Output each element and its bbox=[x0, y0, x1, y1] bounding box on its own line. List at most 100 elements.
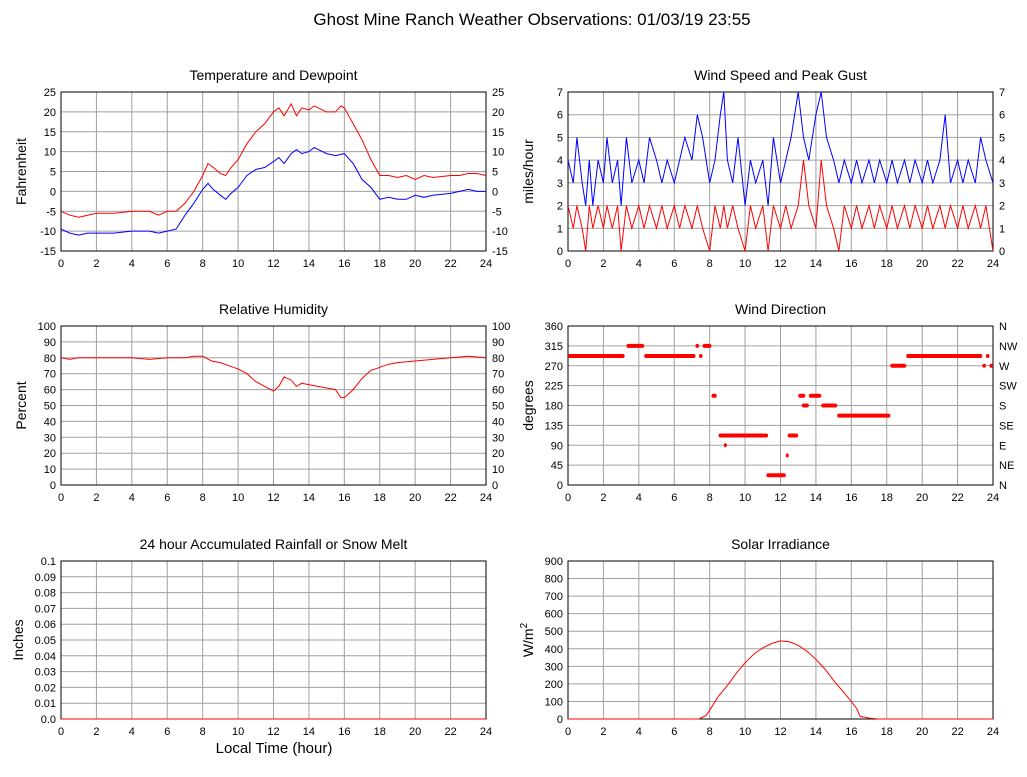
x-tick-label: 16 bbox=[338, 726, 350, 738]
x-tick-label: 20 bbox=[916, 726, 928, 738]
direction-point-run bbox=[890, 363, 907, 368]
y-tick-label: 10 bbox=[44, 464, 56, 476]
y-tick-label-right: 100 bbox=[492, 321, 510, 333]
y-tick-label-right: 15 bbox=[492, 127, 504, 139]
y-tick-label: 300 bbox=[545, 661, 563, 673]
x-tick-label: 2 bbox=[600, 492, 606, 504]
y-axis-label: W/m2 bbox=[519, 622, 536, 657]
chart-title: Relative Humidity bbox=[219, 301, 328, 317]
x-tick-label: 4 bbox=[636, 726, 642, 738]
x-tick-label: 20 bbox=[409, 492, 421, 504]
y-tick-label: 0.06 bbox=[35, 619, 56, 631]
direction-point-run bbox=[906, 354, 983, 359]
x-tick-label: 0 bbox=[58, 726, 64, 738]
x-tick-label: 0 bbox=[565, 258, 571, 270]
chart-title: Temperature and Dewpoint bbox=[189, 67, 357, 83]
y-tick-label-right: 4 bbox=[999, 155, 1005, 167]
direction-point-run bbox=[821, 403, 838, 408]
y-tick-label-right: 1 bbox=[999, 223, 1005, 235]
direction-point-run bbox=[798, 393, 806, 398]
x-tick-label: 18 bbox=[374, 492, 386, 504]
x-tick-label: 14 bbox=[303, 726, 315, 738]
plot-frame bbox=[567, 560, 994, 720]
x-tick-label: 24 bbox=[987, 726, 999, 738]
series-line-red bbox=[568, 640, 993, 720]
y-tick-label-right: E bbox=[999, 440, 1006, 452]
x-tick-label: 4 bbox=[636, 258, 642, 270]
x-tick-label: 22 bbox=[444, 492, 456, 504]
x-tick-label: 6 bbox=[164, 492, 170, 504]
y-tick-label: 180 bbox=[545, 401, 563, 413]
x-tick-label: 0 bbox=[58, 258, 64, 270]
x-tick-label: 8 bbox=[200, 492, 206, 504]
y-tick-label-right: -5 bbox=[492, 206, 502, 218]
x-tick-label: 10 bbox=[232, 726, 244, 738]
page-title: Ghost Mine Ranch Weather Observations: 0… bbox=[313, 10, 750, 29]
x-tick-label: 12 bbox=[774, 492, 786, 504]
x-tick-label: 18 bbox=[881, 492, 893, 504]
y-tick-label: -15 bbox=[40, 246, 56, 258]
y-tick-label-right: 10 bbox=[492, 147, 504, 159]
y-tick-label: 0.0 bbox=[41, 714, 56, 726]
direction-point-run bbox=[787, 433, 799, 438]
y-tick-label-right: 60 bbox=[492, 385, 504, 397]
y-tick-label: 5 bbox=[50, 167, 56, 179]
direction-point-run bbox=[711, 393, 717, 398]
y-tick-label-right: NW bbox=[999, 341, 1018, 353]
y-tick-label: 0 bbox=[557, 246, 563, 258]
direction-point-run bbox=[985, 354, 990, 359]
x-tick-label: 2 bbox=[93, 726, 99, 738]
x-tick-label: 2 bbox=[600, 258, 606, 270]
y-tick-label: 7 bbox=[557, 87, 563, 99]
x-tick-label: 6 bbox=[671, 492, 677, 504]
y-tick-label-right: 20 bbox=[492, 107, 504, 119]
y-tick-label: 0.08 bbox=[35, 588, 56, 600]
direction-point-run bbox=[699, 354, 703, 359]
x-tick-label: 8 bbox=[707, 726, 713, 738]
x-tick-label: 14 bbox=[303, 258, 315, 270]
direction-point-run bbox=[785, 453, 789, 458]
y-tick-label: 0.04 bbox=[35, 651, 56, 663]
direction-point-run bbox=[989, 363, 993, 368]
y-tick-label-right: 25 bbox=[492, 87, 504, 99]
x-tick-label: 18 bbox=[881, 258, 893, 270]
y-tick-label-right: 5 bbox=[492, 167, 498, 179]
series-line-red bbox=[61, 355, 486, 399]
y-tick-label: 200 bbox=[545, 679, 563, 691]
direction-point-run bbox=[766, 473, 786, 478]
series-line-red bbox=[61, 102, 486, 218]
direction-point-run bbox=[695, 343, 700, 348]
x-tick-label: 14 bbox=[810, 726, 822, 738]
y-tick-label: 6 bbox=[557, 110, 563, 122]
x-tick-label: 18 bbox=[374, 726, 386, 738]
y-tick-label-right: 3 bbox=[999, 178, 1005, 190]
y-tick-label-right: 40 bbox=[492, 416, 504, 428]
x-tick-label: 6 bbox=[164, 726, 170, 738]
direction-point-run bbox=[702, 343, 712, 348]
x-tick-label: 0 bbox=[565, 726, 571, 738]
x-tick-label: 16 bbox=[338, 492, 350, 504]
x-tick-label: 4 bbox=[129, 726, 135, 738]
x-tick-label: 22 bbox=[951, 492, 963, 504]
y-tick-label: 700 bbox=[545, 591, 563, 603]
y-tick-label: 270 bbox=[545, 361, 563, 373]
series-line-red bbox=[568, 160, 993, 252]
x-tick-label: 24 bbox=[987, 258, 999, 270]
x-tick-label: 4 bbox=[129, 258, 135, 270]
y-tick-label-right: S bbox=[999, 401, 1006, 413]
y-tick-label-right: 90 bbox=[492, 337, 504, 349]
x-tick-label: 10 bbox=[232, 258, 244, 270]
y-tick-label: 5 bbox=[557, 132, 563, 144]
x-tick-label: 16 bbox=[845, 726, 857, 738]
y-tick-label-right: NE bbox=[999, 460, 1014, 472]
x-tick-label: 0 bbox=[58, 492, 64, 504]
x-axis-label: Local Time (hour) bbox=[216, 740, 333, 757]
direction-point-run bbox=[626, 343, 645, 348]
direction-point-run bbox=[644, 354, 696, 359]
y-tick-label: 900 bbox=[545, 556, 563, 568]
chart-title: Solar Irradiance bbox=[731, 536, 830, 552]
x-tick-label: 6 bbox=[671, 726, 677, 738]
y-tick-label: 0 bbox=[50, 186, 56, 198]
x-tick-label: 16 bbox=[845, 492, 857, 504]
